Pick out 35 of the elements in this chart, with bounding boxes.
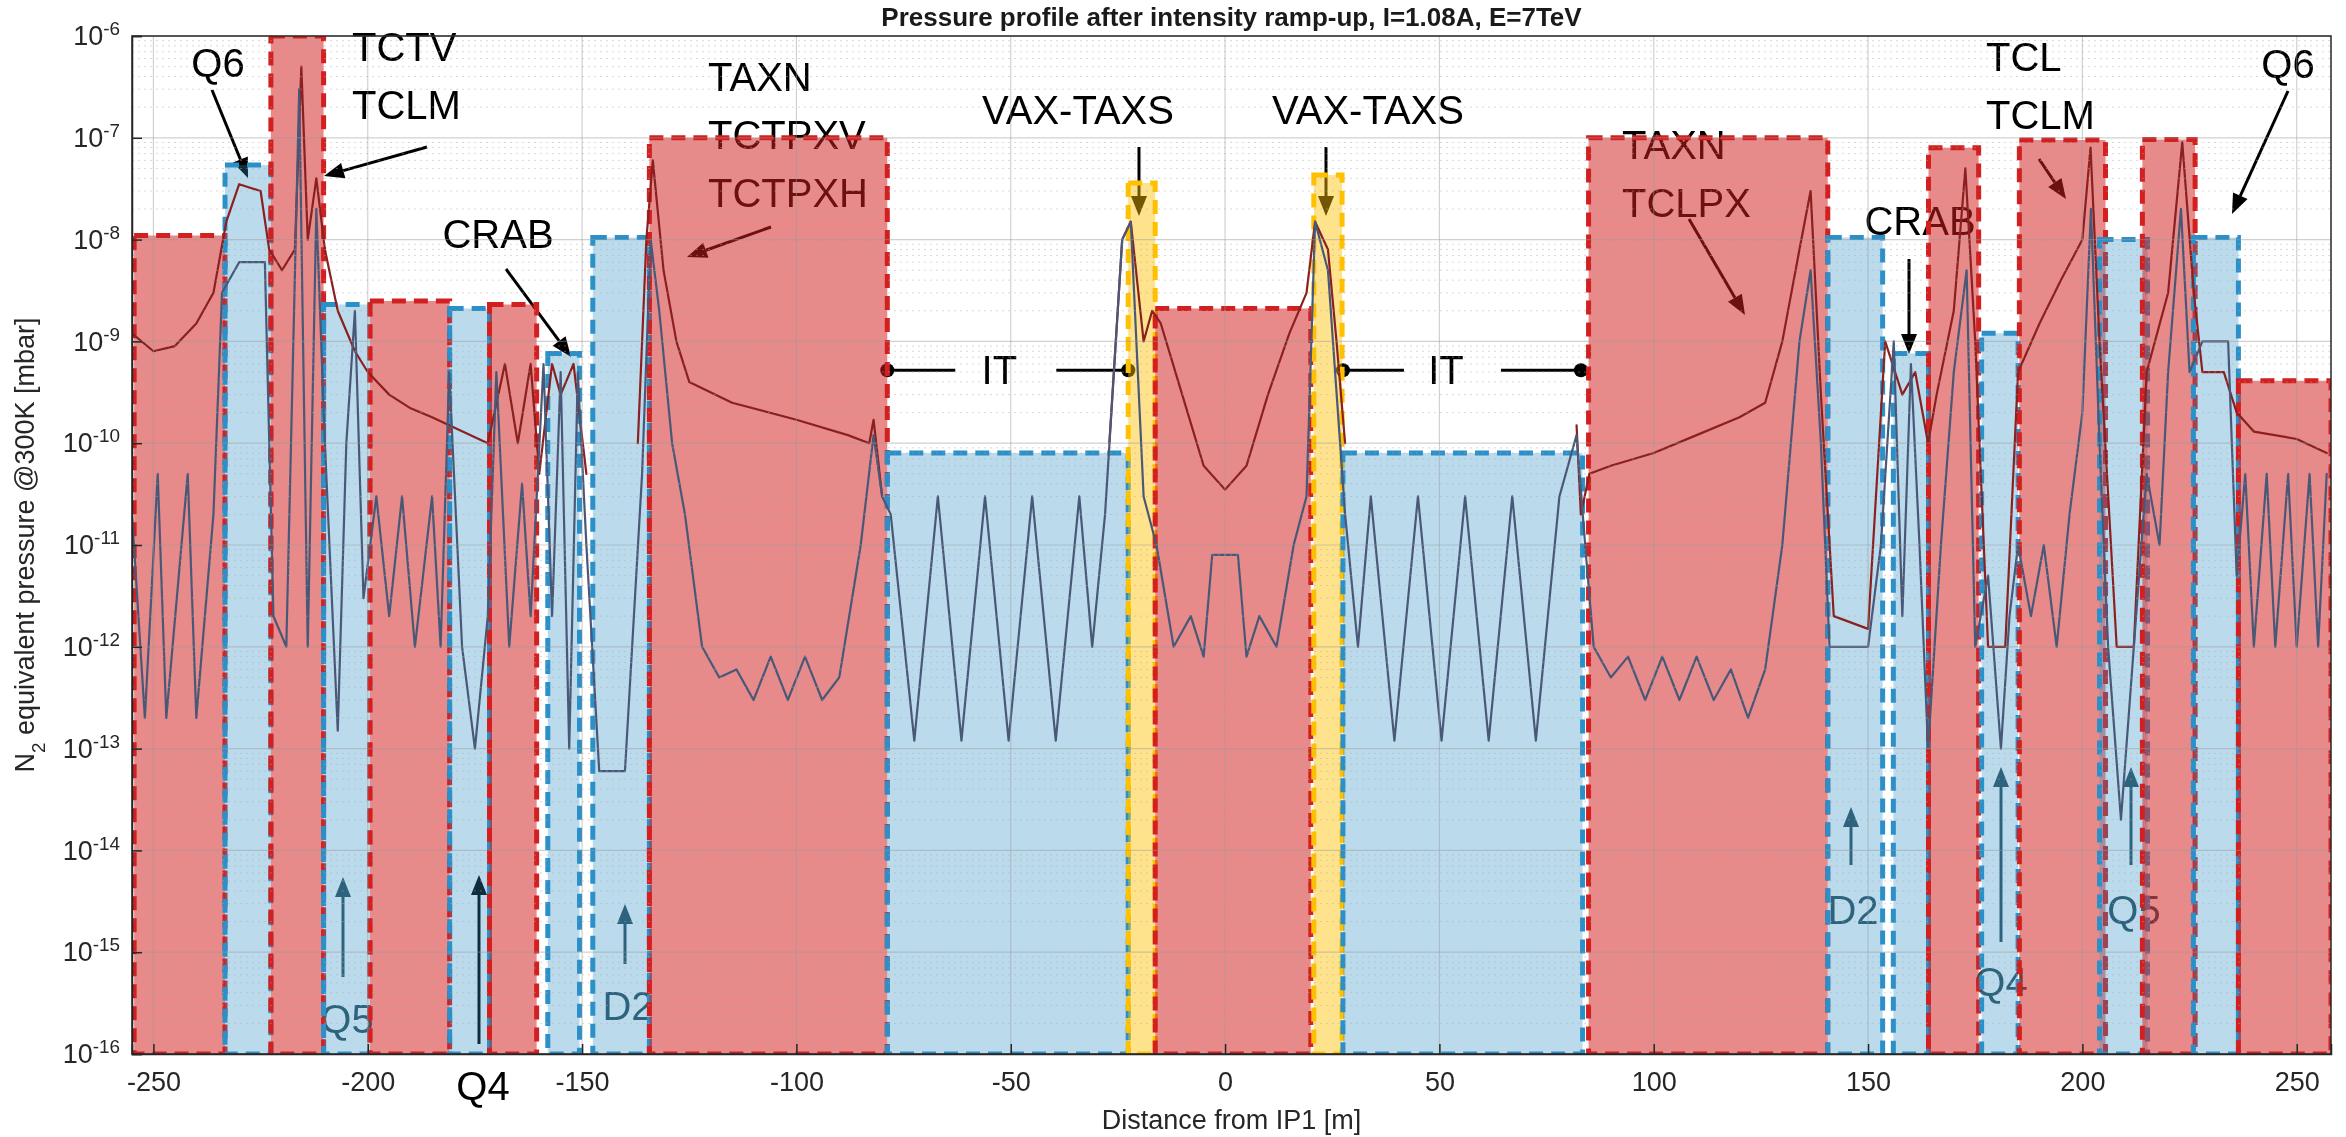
annotation: TCL TCLM [1986, 35, 2095, 137]
x-tick-label: 100 [1631, 1067, 1677, 1098]
annotation: Q6 [2261, 42, 2315, 86]
annotation: IT [981, 348, 1018, 393]
x-tick-label: 250 [2274, 1067, 2320, 1098]
y-tick-label: 10$^{-9}$ [73, 323, 120, 357]
y-tick-label: 10$^{-15}$ [62, 933, 120, 968]
annotation: D2 [1827, 888, 1879, 932]
y-tick-label: 10$^{-11}$ [64, 526, 120, 561]
annotation: CRAB [442, 212, 554, 256]
y-tick-label: 10$^{-14}$ [62, 832, 120, 866]
x-tick-label: 50 [1424, 1067, 1455, 1098]
y-tick-label: 10$^{-7}$ [73, 119, 120, 153]
chart-title: Pressure profile after intensity ramp-up, I=1.08A, E=7TeV [881, 2, 1583, 32]
x-tick-label: -100 [769, 1067, 824, 1098]
y-tick-label: 10$^{-16}$ [62, 1035, 120, 1070]
y-tick-label: 10$^{-6}$ [73, 17, 120, 52]
x-axis-title: Distance from IP1 [m] [1101, 1105, 1362, 1135]
x-tick-label: 150 [1846, 1067, 1892, 1098]
x-tick-label: 200 [2060, 1067, 2106, 1098]
annotation: VAX-TAXS [982, 88, 1174, 132]
y-tick-label: 10$^{-10}$ [62, 424, 120, 459]
annotation: TCTV TCLM [352, 25, 461, 127]
x-tick-label: -50 [991, 1067, 1031, 1098]
x-tick-label: -200 [341, 1067, 396, 1098]
y-tick-label: 10$^{-8}$ [73, 221, 120, 255]
x-tick-label: -150 [555, 1067, 610, 1098]
annotation: IT [1428, 348, 1464, 393]
x-tick-label: 0 [1218, 1067, 1234, 1098]
x-tick-label: -250 [126, 1067, 181, 1098]
y-tick-label: 10$^{-13}$ [62, 730, 120, 764]
text: Q4 [456, 1064, 510, 1108]
y-tick-label: 10$^{-12}$ [62, 628, 120, 662]
annotation: Q6 [191, 41, 245, 85]
annotation: VAX-TAXS [1272, 88, 1464, 132]
